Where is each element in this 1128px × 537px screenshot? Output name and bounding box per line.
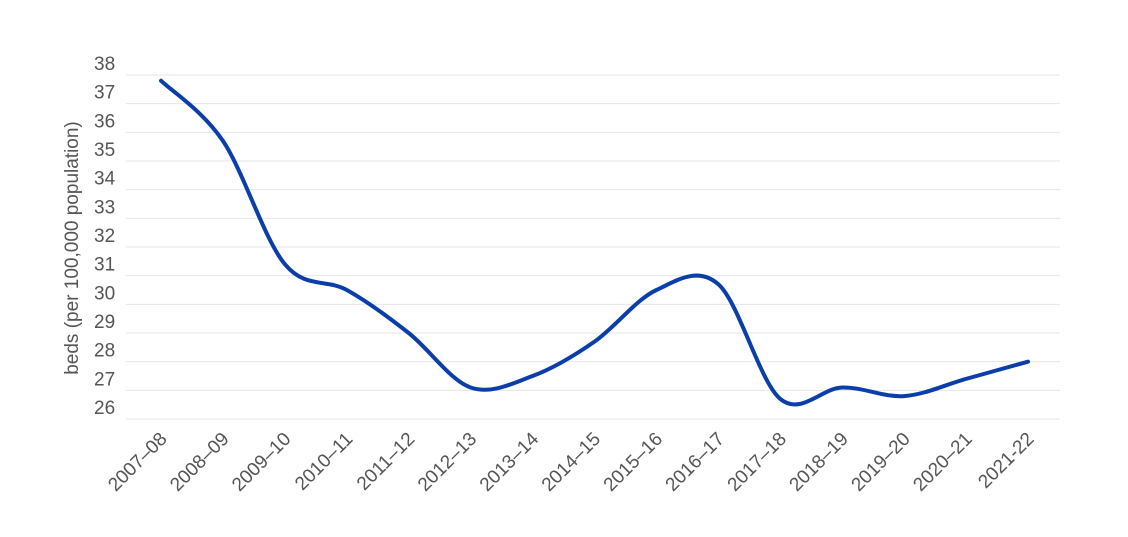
y-tick-label: 28 — [94, 341, 115, 362]
y-tick-label: 27 — [94, 369, 115, 390]
data-point — [1026, 360, 1030, 364]
y-tick-label: 38 — [94, 54, 115, 75]
y-tick-label: 26 — [94, 398, 115, 419]
x-tick-label: 2015–16 — [600, 429, 667, 496]
data-point — [221, 139, 225, 143]
y-tick-label: 30 — [94, 283, 115, 304]
x-tick-label: 2008–09 — [166, 429, 233, 496]
x-tick-label: 2020–21 — [909, 429, 976, 496]
x-tick-label: 2017–18 — [724, 429, 791, 496]
data-point — [778, 397, 782, 401]
data-point — [407, 331, 411, 335]
data-point — [159, 79, 163, 83]
data-point — [964, 377, 968, 381]
x-tick-label: 2019–20 — [848, 429, 915, 496]
series-line — [159, 78, 1030, 407]
x-tick-label: 2018–19 — [786, 429, 853, 496]
data-point — [716, 282, 720, 286]
x-tick-label: 2016–17 — [662, 429, 729, 496]
y-tick-label: 37 — [94, 83, 115, 104]
x-tick-label: 2013–14 — [476, 428, 543, 495]
data-point — [283, 262, 287, 266]
gridlines — [126, 74, 1060, 420]
x-tick-label: 2014–15 — [538, 429, 605, 496]
y-tick-label: 29 — [94, 312, 115, 333]
y-tick-label: 34 — [94, 169, 116, 190]
data-point — [654, 288, 658, 292]
x-tick-label: 2010–11 — [291, 429, 357, 495]
data-point — [902, 394, 906, 398]
data-point — [469, 385, 473, 389]
y-tick-label: 31 — [94, 255, 115, 276]
x-tick-label: 2021-22 — [974, 429, 1038, 493]
x-tick-label: 2009–10 — [228, 429, 295, 496]
x-tick-label: 2012–13 — [414, 429, 481, 496]
y-axis-ticks: 26 27 28 29 30 31 32 33 34 35 36 37 38 — [94, 54, 116, 419]
y-axis-title: beds (per 100,000 population) — [62, 121, 83, 375]
x-tick-label: 2007–08 — [104, 429, 171, 496]
data-point — [345, 288, 349, 292]
series-layer — [159, 78, 1030, 407]
y-tick-label: 35 — [94, 140, 115, 161]
y-tick-label: 36 — [94, 111, 115, 132]
data-point — [840, 385, 844, 389]
y-tick-label: 33 — [94, 197, 115, 218]
data-point — [593, 340, 597, 344]
y-tick-label: 32 — [94, 226, 115, 247]
data-point — [531, 374, 535, 378]
x-axis-ticks: 2007–082008–092009–102010–112011–122012–… — [104, 428, 1038, 495]
x-tick-label: 2011–12 — [353, 429, 419, 495]
